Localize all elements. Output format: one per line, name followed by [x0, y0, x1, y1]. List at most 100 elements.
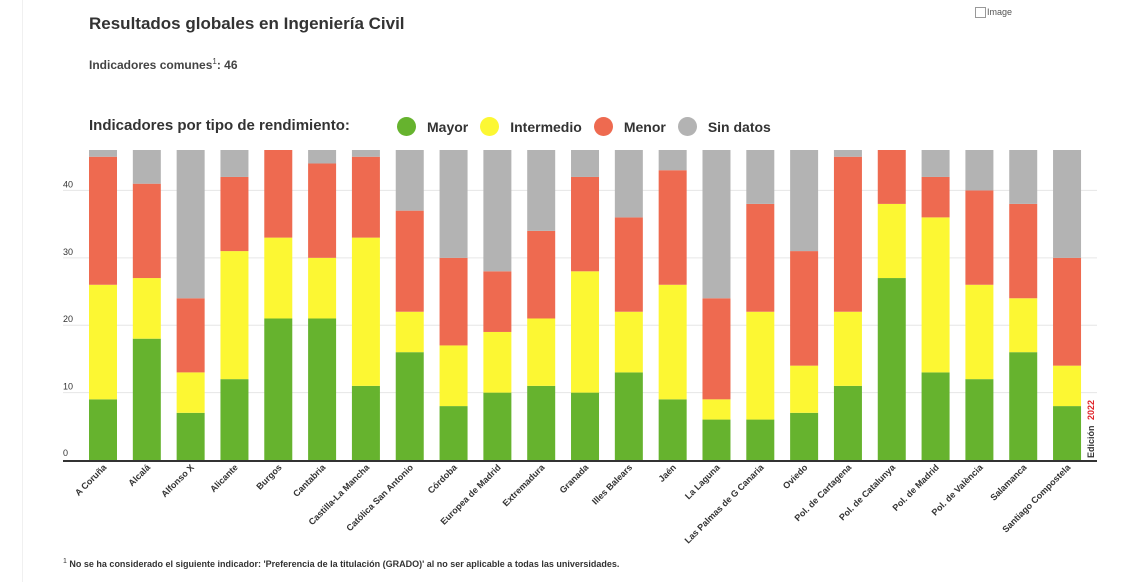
bar-segment[interactable]: [877, 203, 906, 279]
bar-segment[interactable]: [746, 203, 775, 312]
bar-segment[interactable]: [1009, 203, 1038, 299]
bar-segment[interactable]: [439, 406, 468, 460]
bar-segment[interactable]: [702, 150, 731, 299]
bar-segment[interactable]: [395, 352, 424, 460]
bar-segment[interactable]: [571, 150, 600, 177]
legend-item-menor[interactable]: Menor: [593, 117, 666, 136]
bar-segment[interactable]: [1053, 365, 1082, 407]
bar-segment[interactable]: [921, 372, 950, 460]
bar-segment[interactable]: [176, 412, 205, 460]
legend-item-intermedio[interactable]: Intermedio: [480, 117, 582, 136]
bar-segment[interactable]: [746, 150, 775, 204]
bar-segment[interactable]: [833, 311, 862, 386]
bar-segment[interactable]: [89, 156, 117, 285]
bar-segment[interactable]: [790, 251, 819, 366]
bar-segment[interactable]: [965, 190, 994, 285]
bar-segment[interactable]: [308, 257, 337, 319]
bar-segment[interactable]: [220, 379, 249, 460]
bar-segment[interactable]: [658, 399, 687, 460]
bar-segment[interactable]: [527, 318, 556, 386]
bar-segment[interactable]: [1009, 150, 1038, 204]
bar-segment[interactable]: [89, 399, 117, 460]
bar-segment[interactable]: [571, 271, 600, 393]
bar-segment[interactable]: [132, 278, 161, 339]
bar-segment[interactable]: [439, 345, 468, 407]
bar-segment[interactable]: [527, 150, 556, 231]
bar-segment[interactable]: [702, 298, 731, 400]
bar-segment[interactable]: [965, 379, 994, 460]
bar-segment[interactable]: [308, 318, 337, 460]
bar-segment[interactable]: [264, 150, 293, 238]
bar-segment[interactable]: [790, 412, 819, 460]
bar-segment[interactable]: [176, 298, 205, 373]
bar-segment[interactable]: [1009, 298, 1038, 353]
bar-segment[interactable]: [483, 331, 512, 393]
bar-segment[interactable]: [965, 150, 994, 191]
y-tick-label: 10: [63, 382, 73, 392]
bar-segment[interactable]: [746, 419, 775, 460]
bar-segment[interactable]: [132, 183, 161, 279]
x-tick-label: Oviedo: [781, 462, 810, 491]
bar-segment[interactable]: [176, 150, 205, 299]
bar-segment[interactable]: [1053, 257, 1082, 366]
bar-segment[interactable]: [220, 176, 249, 252]
bar-segment[interactable]: [483, 271, 512, 332]
bar-segment[interactable]: [351, 237, 380, 386]
legend-dot-sin-datos: [677, 117, 697, 136]
bar-segment[interactable]: [132, 150, 161, 184]
bar-segment[interactable]: [351, 156, 380, 238]
bar-segment[interactable]: [89, 284, 117, 400]
footnote-text: No se ha considerado el siguiente indica…: [69, 559, 620, 569]
bar-segment[interactable]: [439, 257, 468, 346]
bar-segment[interactable]: [877, 278, 906, 460]
bar-segment[interactable]: [614, 150, 643, 218]
bar-segment[interactable]: [702, 419, 731, 460]
bar-segment[interactable]: [614, 372, 643, 460]
bar-segment[interactable]: [395, 311, 424, 353]
bar-segment[interactable]: [308, 150, 337, 164]
bar-segment[interactable]: [921, 176, 950, 218]
bar-segment[interactable]: [658, 284, 687, 400]
bar-segment[interactable]: [965, 284, 994, 380]
bar-segment[interactable]: [527, 230, 556, 319]
bar-segment[interactable]: [351, 150, 380, 157]
bar-segment[interactable]: [702, 399, 731, 420]
bar-segment[interactable]: [1009, 352, 1038, 460]
bar-segment[interactable]: [132, 338, 161, 460]
bar-segment[interactable]: [746, 311, 775, 420]
bar-segment[interactable]: [220, 150, 249, 177]
bar-segment[interactable]: [89, 150, 117, 157]
bar-segment[interactable]: [483, 392, 512, 460]
legend-item-mayor[interactable]: Mayor: [397, 117, 468, 136]
bar-segment[interactable]: [571, 176, 600, 272]
bar-segment[interactable]: [877, 150, 906, 204]
bar-segment[interactable]: [395, 210, 424, 312]
bar-segment[interactable]: [395, 150, 424, 211]
bar-segment[interactable]: [921, 217, 950, 373]
bar-segment[interactable]: [220, 251, 249, 380]
bar-segment[interactable]: [833, 385, 862, 460]
legend-title: Indicadores por tipo de rendimiento:: [89, 117, 350, 134]
bar-segment[interactable]: [790, 365, 819, 413]
bar-segment[interactable]: [1053, 406, 1082, 460]
bar-segment[interactable]: [614, 311, 643, 373]
bar-segment[interactable]: [658, 150, 687, 171]
bar-segment[interactable]: [658, 170, 687, 285]
bar-segment[interactable]: [1053, 150, 1082, 258]
bar-segment[interactable]: [264, 237, 293, 319]
bar-segment[interactable]: [176, 372, 205, 413]
bar-segment[interactable]: [439, 150, 468, 258]
bar-segment[interactable]: [833, 156, 862, 312]
bar-segment[interactable]: [264, 318, 293, 460]
bar-segment[interactable]: [483, 150, 512, 272]
bar-segment[interactable]: [833, 150, 862, 157]
bar-segment[interactable]: [308, 163, 337, 258]
bar-segment[interactable]: [614, 217, 643, 312]
edition-label: Edición 2022: [1086, 400, 1096, 458]
bar-segment[interactable]: [571, 392, 600, 460]
bar-segment[interactable]: [790, 150, 819, 252]
legend-item-sin-datos[interactable]: Sin datos: [677, 117, 771, 136]
bar-segment[interactable]: [527, 385, 556, 460]
bar-segment[interactable]: [351, 385, 380, 460]
bar-segment[interactable]: [921, 150, 950, 177]
